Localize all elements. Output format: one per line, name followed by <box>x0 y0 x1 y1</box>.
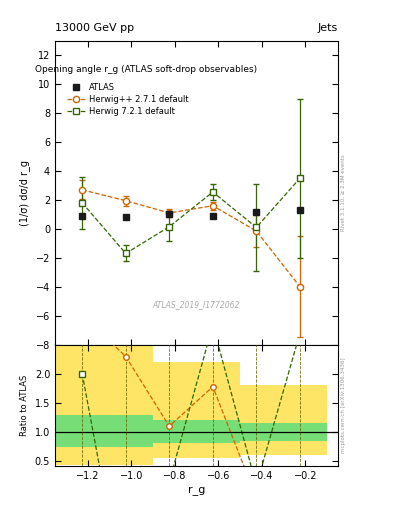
Y-axis label: Ratio to ATLAS: Ratio to ATLAS <box>20 375 29 436</box>
Text: 13000 GeV pp: 13000 GeV pp <box>55 23 134 33</box>
Text: mcplots.cern.ch [arXiv:1306.3436]: mcplots.cern.ch [arXiv:1306.3436] <box>341 357 346 453</box>
Text: Rivet 3.1.10, ≥ 2.3M events: Rivet 3.1.10, ≥ 2.3M events <box>341 154 346 231</box>
Text: Jets: Jets <box>318 23 338 33</box>
Legend: ATLAS, Herwig++ 2.7.1 default, Herwig 7.2.1 default: ATLAS, Herwig++ 2.7.1 default, Herwig 7.… <box>65 81 190 118</box>
X-axis label: r_g: r_g <box>188 486 205 496</box>
Y-axis label: (1/σ) dσ/d r_g: (1/σ) dσ/d r_g <box>19 160 30 226</box>
Text: Opening angle r_g (ATLAS soft-drop observables): Opening angle r_g (ATLAS soft-drop obser… <box>35 65 257 74</box>
Text: ATLAS_2019_I1772062: ATLAS_2019_I1772062 <box>153 301 240 310</box>
